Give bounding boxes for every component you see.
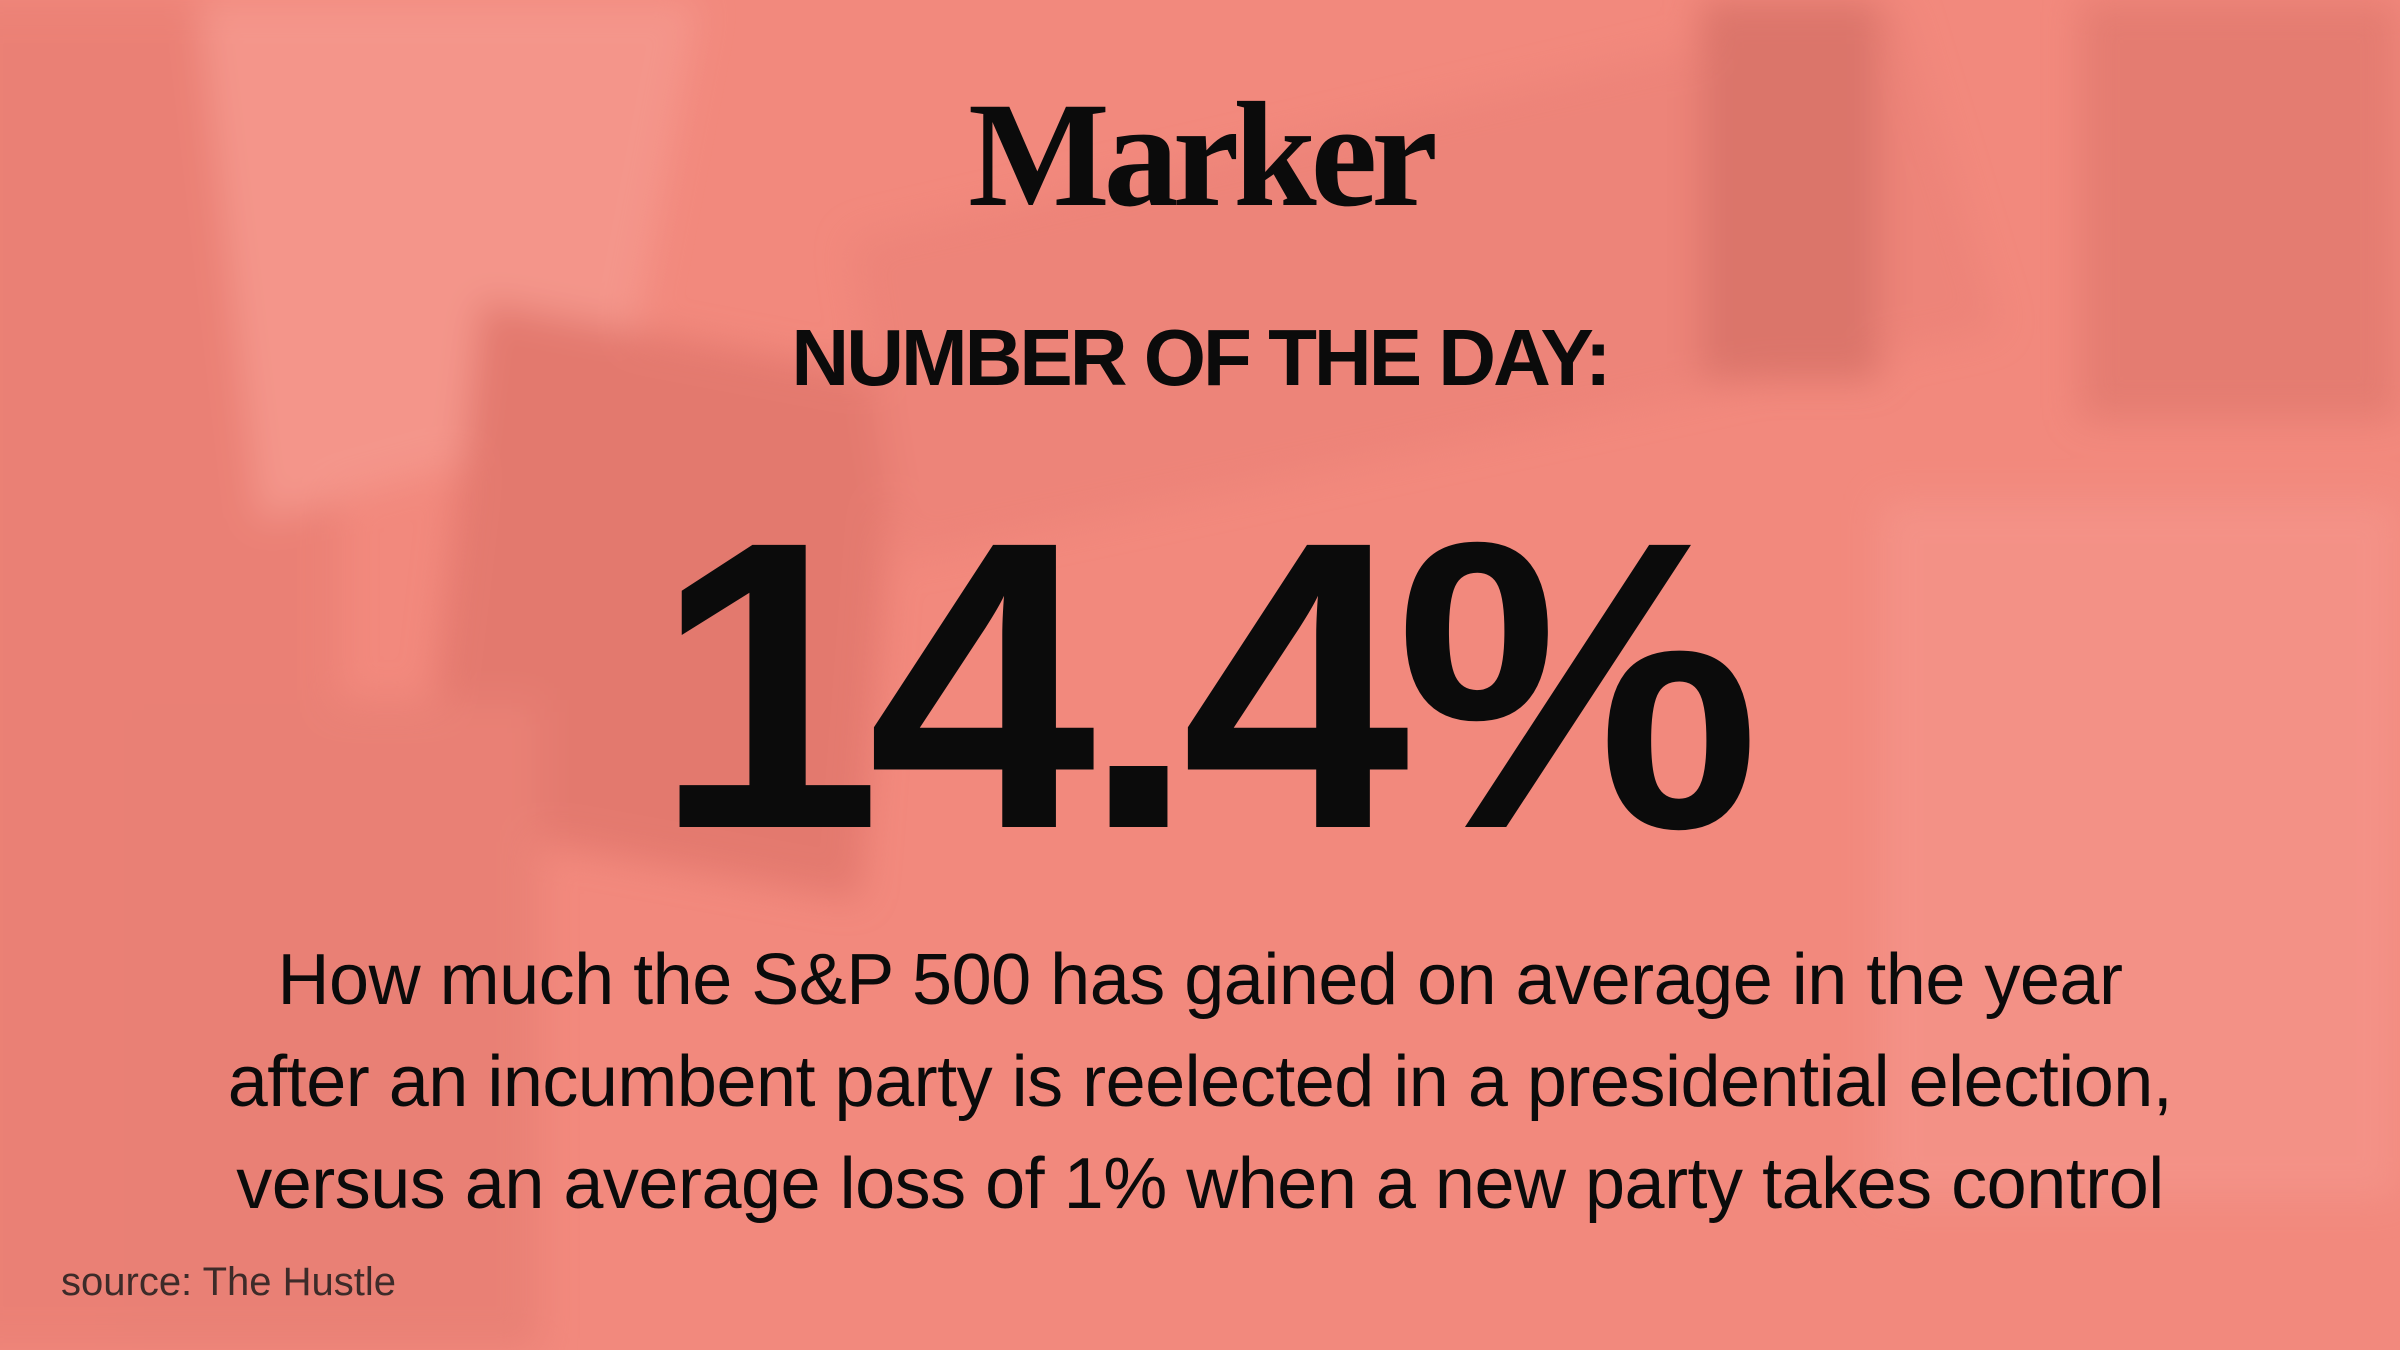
featured-number: 14.4% [653,456,1761,914]
description-line: How much the S&P 500 has gained on avera… [277,940,2123,1020]
brand-logo: Marker [968,72,1438,238]
kicker-heading: NUMBER OF THE DAY: [791,313,1611,402]
source-note: source: The Hustle [61,1260,396,1304]
description-line: after an incumbent party is reelected in… [227,1042,2173,1122]
description-line: versus an average loss of 1% when a new … [236,1144,2164,1224]
